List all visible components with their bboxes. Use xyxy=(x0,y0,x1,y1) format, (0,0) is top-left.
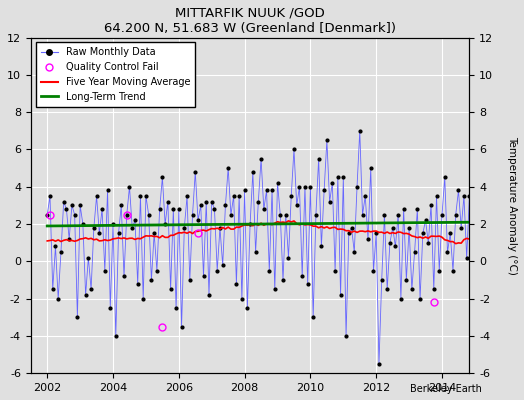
Text: Berkeley Earth: Berkeley Earth xyxy=(410,384,482,394)
Legend: Raw Monthly Data, Quality Control Fail, Five Year Moving Average, Long-Term Tren: Raw Monthly Data, Quality Control Fail, … xyxy=(36,42,195,107)
Y-axis label: Temperature Anomaly (°C): Temperature Anomaly (°C) xyxy=(507,136,517,275)
Title: MITTARFIK NUUK /GOD
64.200 N, 51.683 W (Greenland [Denmark]): MITTARFIK NUUK /GOD 64.200 N, 51.683 W (… xyxy=(104,7,396,35)
